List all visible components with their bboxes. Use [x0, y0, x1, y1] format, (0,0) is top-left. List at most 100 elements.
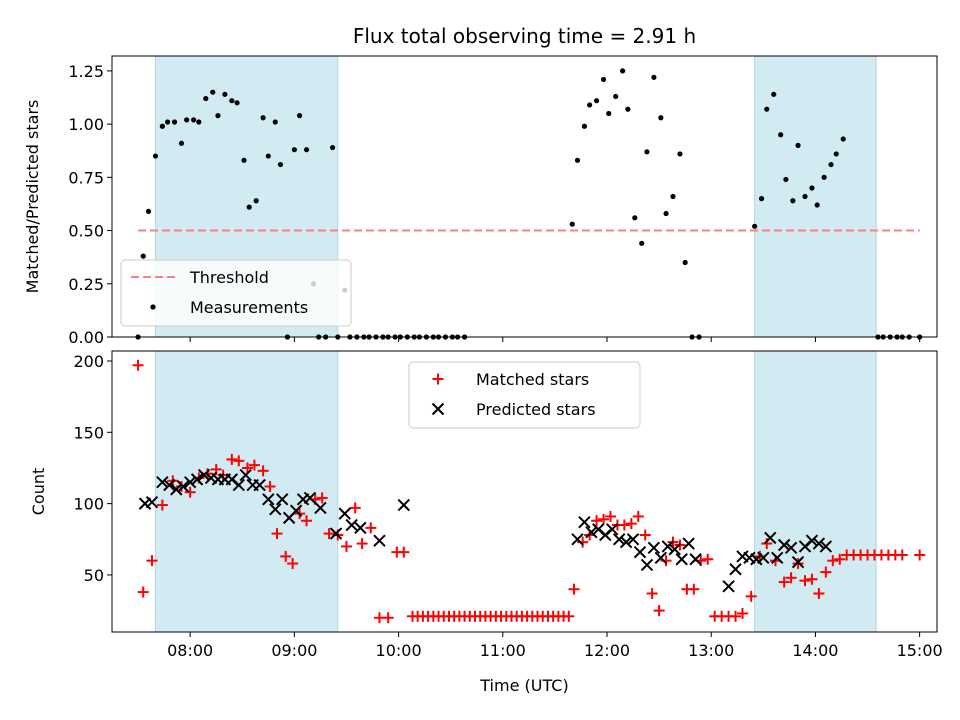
predicted-star-point [633, 545, 647, 559]
cross-stroke-b [654, 551, 668, 565]
matched-star-point [316, 492, 328, 504]
predicted-stars-points [138, 468, 833, 593]
cross-stroke-b [163, 478, 176, 492]
matched-star-point [618, 519, 630, 531]
ratio-y-tick-label: 0.75 [68, 168, 104, 187]
top-shaded-intervals [154, 55, 877, 338]
count-x-tick-label: 12:00 [584, 641, 630, 660]
matched-star-point [730, 610, 742, 622]
cross-stroke-b [612, 533, 626, 546]
cross-stroke-b [177, 480, 190, 493]
predicted-star-point [819, 540, 833, 553]
ratio-panel: 0.00 0.25 0.50 0.75 1.00 1.25 Flux total obse… [23, 24, 938, 347]
measurement-point [783, 176, 789, 183]
cross-stroke-b [197, 468, 211, 482]
count-y-tick-label: 200 [73, 352, 104, 371]
predicted-star-point [757, 551, 770, 565]
measurement-point [658, 115, 664, 121]
ratio-plot-area [111, 55, 938, 338]
predicted-star-point [764, 531, 777, 545]
cross-stroke-b [397, 498, 410, 512]
matched-star-point [398, 546, 410, 558]
legend-matched-label: Matched stars [476, 370, 589, 389]
cross-stroke-b [771, 551, 784, 565]
measurement-point [178, 140, 185, 146]
cross-stroke-b [145, 495, 159, 509]
cross-stroke-b [805, 534, 819, 547]
measurement-point [651, 74, 657, 80]
predicted-star-point [661, 540, 674, 553]
count-y-tick-label: 100 [73, 495, 104, 514]
measurement-point [272, 119, 278, 125]
shaded-interval [754, 55, 877, 338]
predicted-star-point [606, 523, 619, 536]
predicted-star-point [197, 468, 211, 482]
measurement-point [795, 142, 801, 149]
matched-star-point [349, 502, 361, 514]
measurement-point [809, 185, 815, 191]
cross-stroke-b [661, 540, 674, 553]
cross-stroke-b [619, 535, 633, 549]
predicted-star-point [345, 518, 358, 532]
matched-star-point [799, 575, 811, 587]
measurement-point [581, 123, 588, 129]
cross-stroke-b [204, 471, 218, 485]
measurement-point [613, 93, 619, 100]
matched-star-point [226, 453, 238, 465]
measurement-point [296, 113, 303, 119]
matched-star-point [323, 528, 335, 540]
measurement-point [569, 221, 575, 227]
shaded-interval [754, 350, 877, 633]
matched-star-point [287, 558, 299, 570]
measurement-point [241, 157, 247, 163]
measurement-point [670, 193, 676, 200]
matched-star-point [820, 566, 832, 578]
matched-star-point [632, 510, 644, 522]
predicted-star-point [668, 543, 681, 556]
legend-predicted-label: Predicted stars [476, 400, 596, 419]
matched-star-point [280, 550, 292, 562]
cross-stroke-b [578, 515, 591, 529]
predicted-star-point [771, 551, 784, 565]
predicted-star-point [163, 478, 176, 492]
measurement-point [260, 115, 266, 121]
cross-stroke-b [819, 540, 833, 553]
predicted-star-point [626, 533, 640, 546]
legend-predicted-swatch [431, 402, 445, 416]
cross-stroke-b [329, 527, 343, 540]
count-y-tick-label: 150 [73, 423, 104, 442]
predicted-star-point [289, 504, 303, 517]
measurement-point [639, 240, 645, 246]
count-plot-area [111, 350, 938, 633]
ratio-y-tick-label: 0.25 [68, 275, 104, 294]
measurement-point [587, 102, 593, 108]
measurement-point [828, 161, 834, 168]
measurement-point [752, 223, 758, 229]
count-x-tick-label: 14:00 [792, 641, 838, 660]
cross-stroke-b [156, 476, 169, 489]
predicted-star-point [170, 483, 183, 496]
cross-stroke-b [585, 525, 598, 539]
count-x-ticks: 08:00 09:00 10:00 11:00 12:00 13:00 14:00 15:00 [167, 632, 943, 660]
matched-star-point [257, 465, 269, 477]
measurement-point [234, 100, 240, 106]
predicted-star-point [812, 537, 826, 550]
measurement-point [222, 91, 228, 97]
count-x-tick-label: 10:00 [376, 641, 422, 660]
matched-star-point [813, 587, 825, 599]
measurement-point [253, 198, 259, 204]
count-panel: 50 100 150 200 08:00 09:00 10:00 11:00 12:00 13:… [29, 350, 943, 695]
matched-star-point [264, 481, 276, 493]
predicted-star-point [276, 493, 289, 506]
measurement-point [171, 119, 178, 125]
measurement-point [833, 151, 839, 157]
measurement-point [632, 215, 638, 221]
predicted-star-point [239, 468, 252, 482]
matched-star-point [653, 605, 665, 617]
predicted-star-point [232, 478, 245, 492]
cross-stroke-b [791, 555, 805, 569]
measurement-point [758, 196, 765, 202]
cross-stroke-b [626, 533, 640, 546]
measurement-point [329, 144, 336, 151]
cross-stroke-b [812, 537, 826, 550]
